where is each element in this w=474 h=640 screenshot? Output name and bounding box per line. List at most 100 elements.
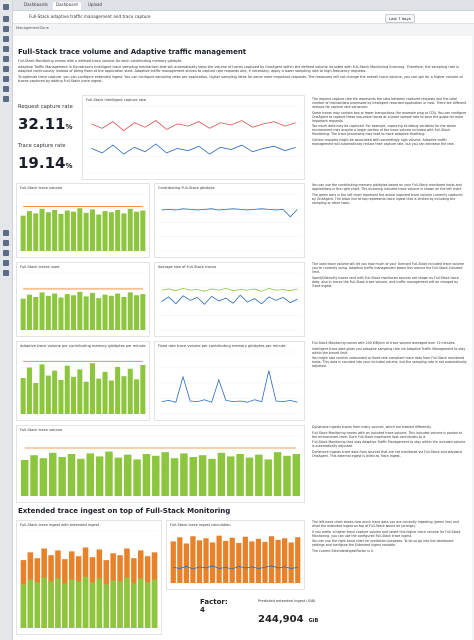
paragraph: Adaptive Traffic Management in Dynatrace… (18, 64, 459, 73)
bar (45, 212, 51, 251)
bar (110, 580, 116, 628)
nav-icon[interactable] (3, 86, 9, 92)
nav-icon[interactable] (3, 26, 9, 32)
bar (71, 211, 77, 251)
bar (255, 454, 263, 496)
bar (45, 295, 51, 330)
bar (20, 584, 27, 628)
nav-icon[interactable] (3, 46, 9, 52)
bar (49, 452, 57, 496)
bar (115, 293, 121, 330)
chart-title: Average size of Full-Stack traces (158, 265, 217, 269)
nav-icon[interactable] (3, 240, 9, 246)
predicted: 244,904 GiB (258, 607, 318, 626)
note-paragraph: The left-hand chart shows how much trace… (312, 520, 459, 528)
factor-value: 4 (200, 606, 205, 614)
nav-icon[interactable] (3, 96, 9, 102)
timeframe-button[interactable]: Last 7 days (385, 13, 415, 23)
note-paragraph: You can use the right-hand chart for pre… (312, 539, 454, 548)
chart (20, 193, 146, 252)
chart-panel: Average size of Full-Stack traces (154, 262, 305, 337)
tab[interactable]: Upload (88, 2, 103, 7)
line (161, 370, 298, 403)
chart-panel: Full-Stack traces used (16, 262, 150, 337)
bar (273, 452, 282, 496)
bar (180, 453, 188, 496)
bar (26, 211, 32, 251)
bar (127, 208, 133, 251)
bar (140, 365, 146, 414)
bar (255, 538, 262, 583)
nav-icon[interactable] (3, 4, 9, 10)
chart-title: Full-Stack trace volume (20, 428, 63, 432)
bar (245, 457, 254, 496)
nav-icon[interactable] (3, 250, 9, 256)
note: The request capture rate tile represents… (312, 97, 467, 147)
bar (283, 455, 291, 496)
bar (117, 581, 123, 628)
bar (39, 458, 48, 496)
bar (33, 213, 39, 251)
tab[interactable]: Dashboard (53, 2, 81, 10)
nav-icon[interactable] (3, 16, 9, 22)
bar (102, 371, 108, 414)
bar (170, 458, 179, 496)
note-paragraph: Dynatrace ingests trace data from source… (312, 449, 462, 458)
bar (115, 209, 121, 251)
bar (108, 212, 114, 251)
note: The left-hand chart shows how much trace… (312, 520, 467, 554)
note-paragraph: Full-Stack Monitoring that uses Adaptive… (312, 440, 466, 449)
nav-icon[interactable] (3, 36, 9, 42)
nav-icon[interactable] (3, 260, 9, 266)
line (161, 294, 298, 305)
bar (134, 379, 140, 414)
chart (158, 272, 301, 331)
bar (127, 368, 133, 414)
factor: Factor: 4 (200, 598, 228, 614)
bar (58, 379, 64, 414)
chart (20, 530, 158, 629)
bar (208, 458, 216, 496)
note-paragraph: The used trace volume will let you how m… (312, 262, 464, 274)
stat: 32.11% (18, 114, 72, 133)
factor-label: Factor: (200, 598, 228, 606)
bar (34, 582, 41, 628)
note-paragraph: The request capture rate tile represents… (312, 97, 467, 109)
nav-icon[interactable] (3, 76, 9, 82)
bar (64, 365, 70, 414)
bar (121, 296, 127, 330)
bar (64, 210, 70, 251)
bar (121, 213, 127, 251)
chart (158, 351, 301, 415)
chart (158, 193, 301, 252)
bar (133, 459, 141, 496)
bar (77, 369, 83, 414)
bar (26, 367, 32, 414)
nav-icon[interactable] (3, 230, 9, 236)
stat-value: 19.14 (18, 154, 66, 172)
nav-icon[interactable] (3, 66, 9, 72)
bar (89, 363, 95, 414)
sidebar (0, 0, 13, 640)
stat-unit: % (65, 123, 73, 131)
line (161, 287, 298, 292)
bar (52, 370, 58, 414)
bar (67, 454, 76, 496)
bar (64, 294, 70, 330)
chart-title: Contributing Full-Stack gibibyte (158, 186, 215, 190)
bar (190, 536, 196, 583)
chart (20, 351, 146, 415)
chart-panel: Full-Stack trace ingest with extended in… (16, 520, 162, 635)
bar (58, 457, 66, 496)
filter[interactable]: ManagementZone (16, 26, 49, 30)
bar (41, 577, 47, 628)
bar (52, 209, 58, 251)
bar (177, 537, 183, 583)
nav-icon[interactable] (3, 270, 9, 276)
bar (262, 541, 268, 583)
bar (203, 538, 209, 583)
bar (242, 536, 248, 583)
tab[interactable]: Dashboards (24, 2, 48, 7)
nav-icon[interactable] (3, 56, 9, 62)
bar (96, 214, 102, 251)
